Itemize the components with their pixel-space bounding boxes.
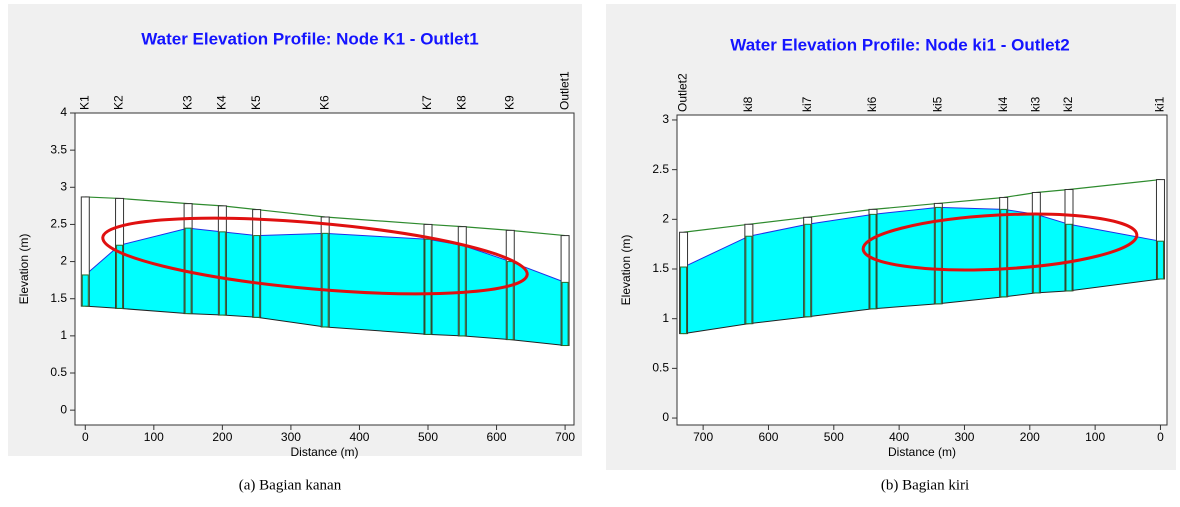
y-axis-label: Elevation (m) — [17, 234, 31, 305]
manhole-water — [745, 235, 753, 325]
x-tick-label: 300 — [281, 430, 301, 444]
node-label: ki3 — [1029, 96, 1043, 112]
node-label: K2 — [112, 95, 126, 110]
node-label: K3 — [180, 95, 194, 110]
charts: Water Elevation Profile: Node K1 - Outle… — [17, 29, 1168, 493]
manhole-water — [458, 244, 466, 337]
x-tick-label: 100 — [144, 430, 164, 444]
x-tick-label: 700 — [693, 430, 713, 444]
manhole-water — [321, 232, 329, 328]
node-label: ki5 — [931, 96, 945, 112]
y-tick-label: 2 — [60, 254, 67, 268]
x-axis-label: Distance (m) — [888, 445, 956, 459]
node-label: K8 — [454, 95, 468, 110]
x-tick-label: 700 — [555, 430, 575, 444]
manhole-water — [804, 223, 812, 318]
x-tick-label: 600 — [758, 430, 778, 444]
y-tick-label: 3.5 — [50, 142, 67, 156]
x-tick-label: 400 — [889, 430, 909, 444]
x-tick-label: 200 — [212, 430, 232, 444]
manhole-water — [1156, 240, 1164, 280]
y-tick-label: 1 — [662, 311, 669, 325]
manhole-water — [81, 274, 89, 307]
node-label: ki6 — [865, 96, 879, 112]
manhole-water — [1000, 208, 1008, 298]
y-tick-label: 2.5 — [50, 217, 67, 231]
y-tick-label: 0 — [662, 410, 669, 424]
manhole-water — [869, 213, 877, 310]
x-tick-label: 100 — [1085, 430, 1105, 444]
x-tick-label: 0 — [1157, 430, 1164, 444]
y-tick-label: 2 — [662, 211, 669, 225]
node-label: K4 — [215, 95, 229, 110]
highlight — [101, 216, 529, 296]
y-tick-label: 3 — [60, 179, 67, 193]
y-tick-label: 1 — [60, 328, 67, 342]
node-label: ki1 — [1153, 96, 1167, 112]
node-label: ki7 — [800, 96, 814, 112]
x-tick-label: 400 — [349, 430, 369, 444]
y-tick-label: 0.5 — [50, 365, 67, 379]
x-tick-label: 500 — [418, 430, 438, 444]
manhole-water — [934, 206, 942, 305]
manhole-water — [680, 266, 688, 335]
node-label: Outlet1 — [557, 71, 571, 110]
invert-line — [85, 305, 566, 347]
manhole-water — [253, 235, 261, 318]
ground-line — [85, 196, 566, 237]
y-axis-label: Elevation (m) — [619, 235, 633, 306]
x-tick-label: 600 — [487, 430, 507, 444]
water-area — [683, 207, 1161, 334]
node-label: ki2 — [1061, 96, 1075, 112]
node-label: K6 — [317, 95, 331, 110]
chart-title: Water Elevation Profile: Node ki1 - Outl… — [730, 35, 1069, 54]
node-label: K7 — [420, 95, 434, 110]
node-label: Outlet2 — [676, 73, 690, 112]
x-tick-label: 300 — [954, 430, 974, 444]
x-tick-label: 0 — [82, 430, 89, 444]
x-tick-label: 200 — [1020, 430, 1040, 444]
highlight — [861, 212, 1139, 272]
y-tick-label: 4 — [60, 105, 67, 119]
y-tick-label: 0.5 — [652, 361, 669, 375]
manhole-water — [218, 231, 226, 316]
node-label: ki8 — [741, 96, 755, 112]
y-tick-label: 0 — [60, 402, 67, 416]
node-label: K1 — [77, 95, 91, 110]
caption: (b) Bagian kiri — [881, 477, 969, 493]
chart-title: Water Elevation Profile: Node K1 - Outle… — [141, 29, 479, 48]
node-label: ki4 — [996, 96, 1010, 112]
node-label: K9 — [502, 95, 516, 110]
manhole-water — [1065, 223, 1073, 292]
y-tick-label: 1.5 — [652, 261, 669, 275]
node-label: K5 — [249, 95, 263, 110]
x-tick-label: 500 — [824, 430, 844, 444]
manhole-water — [116, 244, 124, 309]
y-tick-label: 2.5 — [652, 162, 669, 176]
caption: (a) Bagian kanan — [239, 477, 342, 493]
x-axis-label: Distance (m) — [290, 445, 358, 459]
y-tick-label: 1.5 — [50, 291, 67, 305]
water-surface — [84, 227, 566, 283]
manhole-water — [1032, 213, 1040, 294]
manhole-water — [561, 281, 569, 347]
manhole-water — [506, 261, 514, 341]
y-tick-label: 3 — [662, 112, 669, 126]
manhole-water — [424, 238, 432, 335]
